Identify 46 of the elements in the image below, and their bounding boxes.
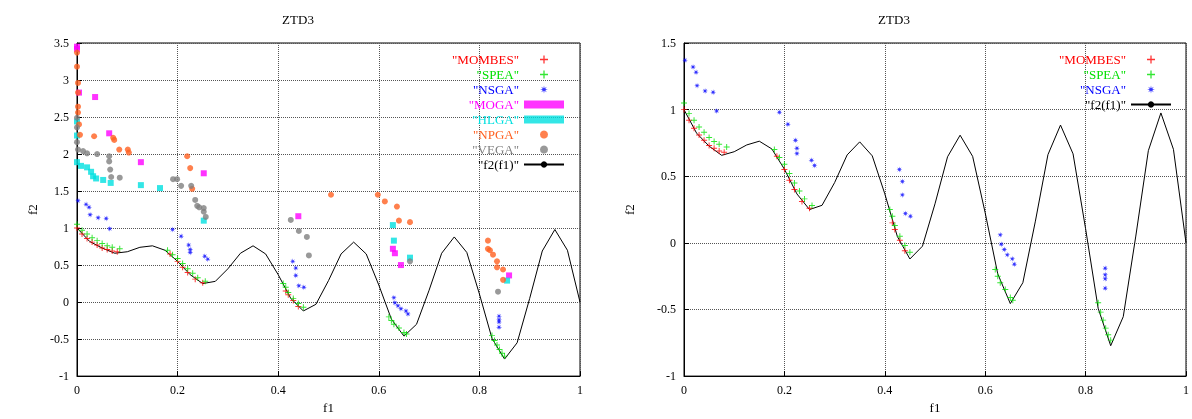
x-tick-label: 1 <box>577 383 583 398</box>
legend-label: "HLGA" <box>472 112 519 127</box>
legend-label: "f2(f1)" <box>478 157 519 172</box>
x-tick-label: 0.4 <box>270 383 286 398</box>
x-tick-label: 0.2 <box>170 383 186 398</box>
x-tick-label: 0 <box>74 383 80 398</box>
x-tick-label: 0 <box>681 383 687 398</box>
y-tick-label: 1 <box>63 221 69 236</box>
legend-label: "NPGA" <box>472 127 519 142</box>
legend-label: "NSGA" <box>472 82 519 97</box>
x-tick-label: 0.2 <box>776 383 792 398</box>
chart-title: ZTD3 <box>878 12 910 27</box>
y-tick-label: 2 <box>63 147 69 162</box>
legend-label: "MOGA" <box>468 97 519 112</box>
y-tick-label: 0.5 <box>54 258 69 273</box>
legend-label: "f2(f1)" <box>1085 97 1126 112</box>
legend-label: "VEGA" <box>472 142 519 157</box>
legend-label: "SPEA" <box>476 67 519 82</box>
x-tick-label: 0.6 <box>977 383 993 398</box>
y-axis-title: f2 <box>25 204 41 215</box>
x-tick-label: 0.8 <box>471 383 487 398</box>
y-tick-label: 1.5 <box>54 184 69 199</box>
y-tick-label: 3 <box>63 73 69 88</box>
x-tick-label: 0.8 <box>1078 383 1094 398</box>
y-tick-label: -0.5 <box>50 332 69 347</box>
legend-label: "SPEA" <box>1083 67 1126 82</box>
x-tick-label: 1 <box>1183 383 1189 398</box>
y-tick-label: 1.5 <box>661 36 676 50</box>
y-tick-label: 0.5 <box>661 169 676 184</box>
y-tick-label: 0 <box>670 235 676 250</box>
chart-title: ZTD3 <box>282 12 314 27</box>
y-tick-label: -1 <box>59 369 69 384</box>
x-tick-label: 0.6 <box>371 383 387 398</box>
y-axis-title: f2 <box>622 204 637 215</box>
y-tick-label: -1 <box>666 369 676 384</box>
x-axis-title: f1 <box>929 400 941 415</box>
legend-label: "NSGA" <box>1079 82 1126 97</box>
x-axis-title: f1 <box>323 400 334 415</box>
y-tick-label: 1 <box>670 102 676 117</box>
legend-label: "MOMBES" <box>452 52 519 67</box>
y-tick-label: 0 <box>63 295 69 310</box>
y-tick-label: 2.5 <box>54 110 69 125</box>
y-tick-label: 3.5 <box>54 36 69 50</box>
x-tick-label: 0.4 <box>877 383 893 398</box>
y-tick-label: -0.5 <box>657 302 676 317</box>
legend-label: "MOMBES" <box>1059 52 1126 67</box>
